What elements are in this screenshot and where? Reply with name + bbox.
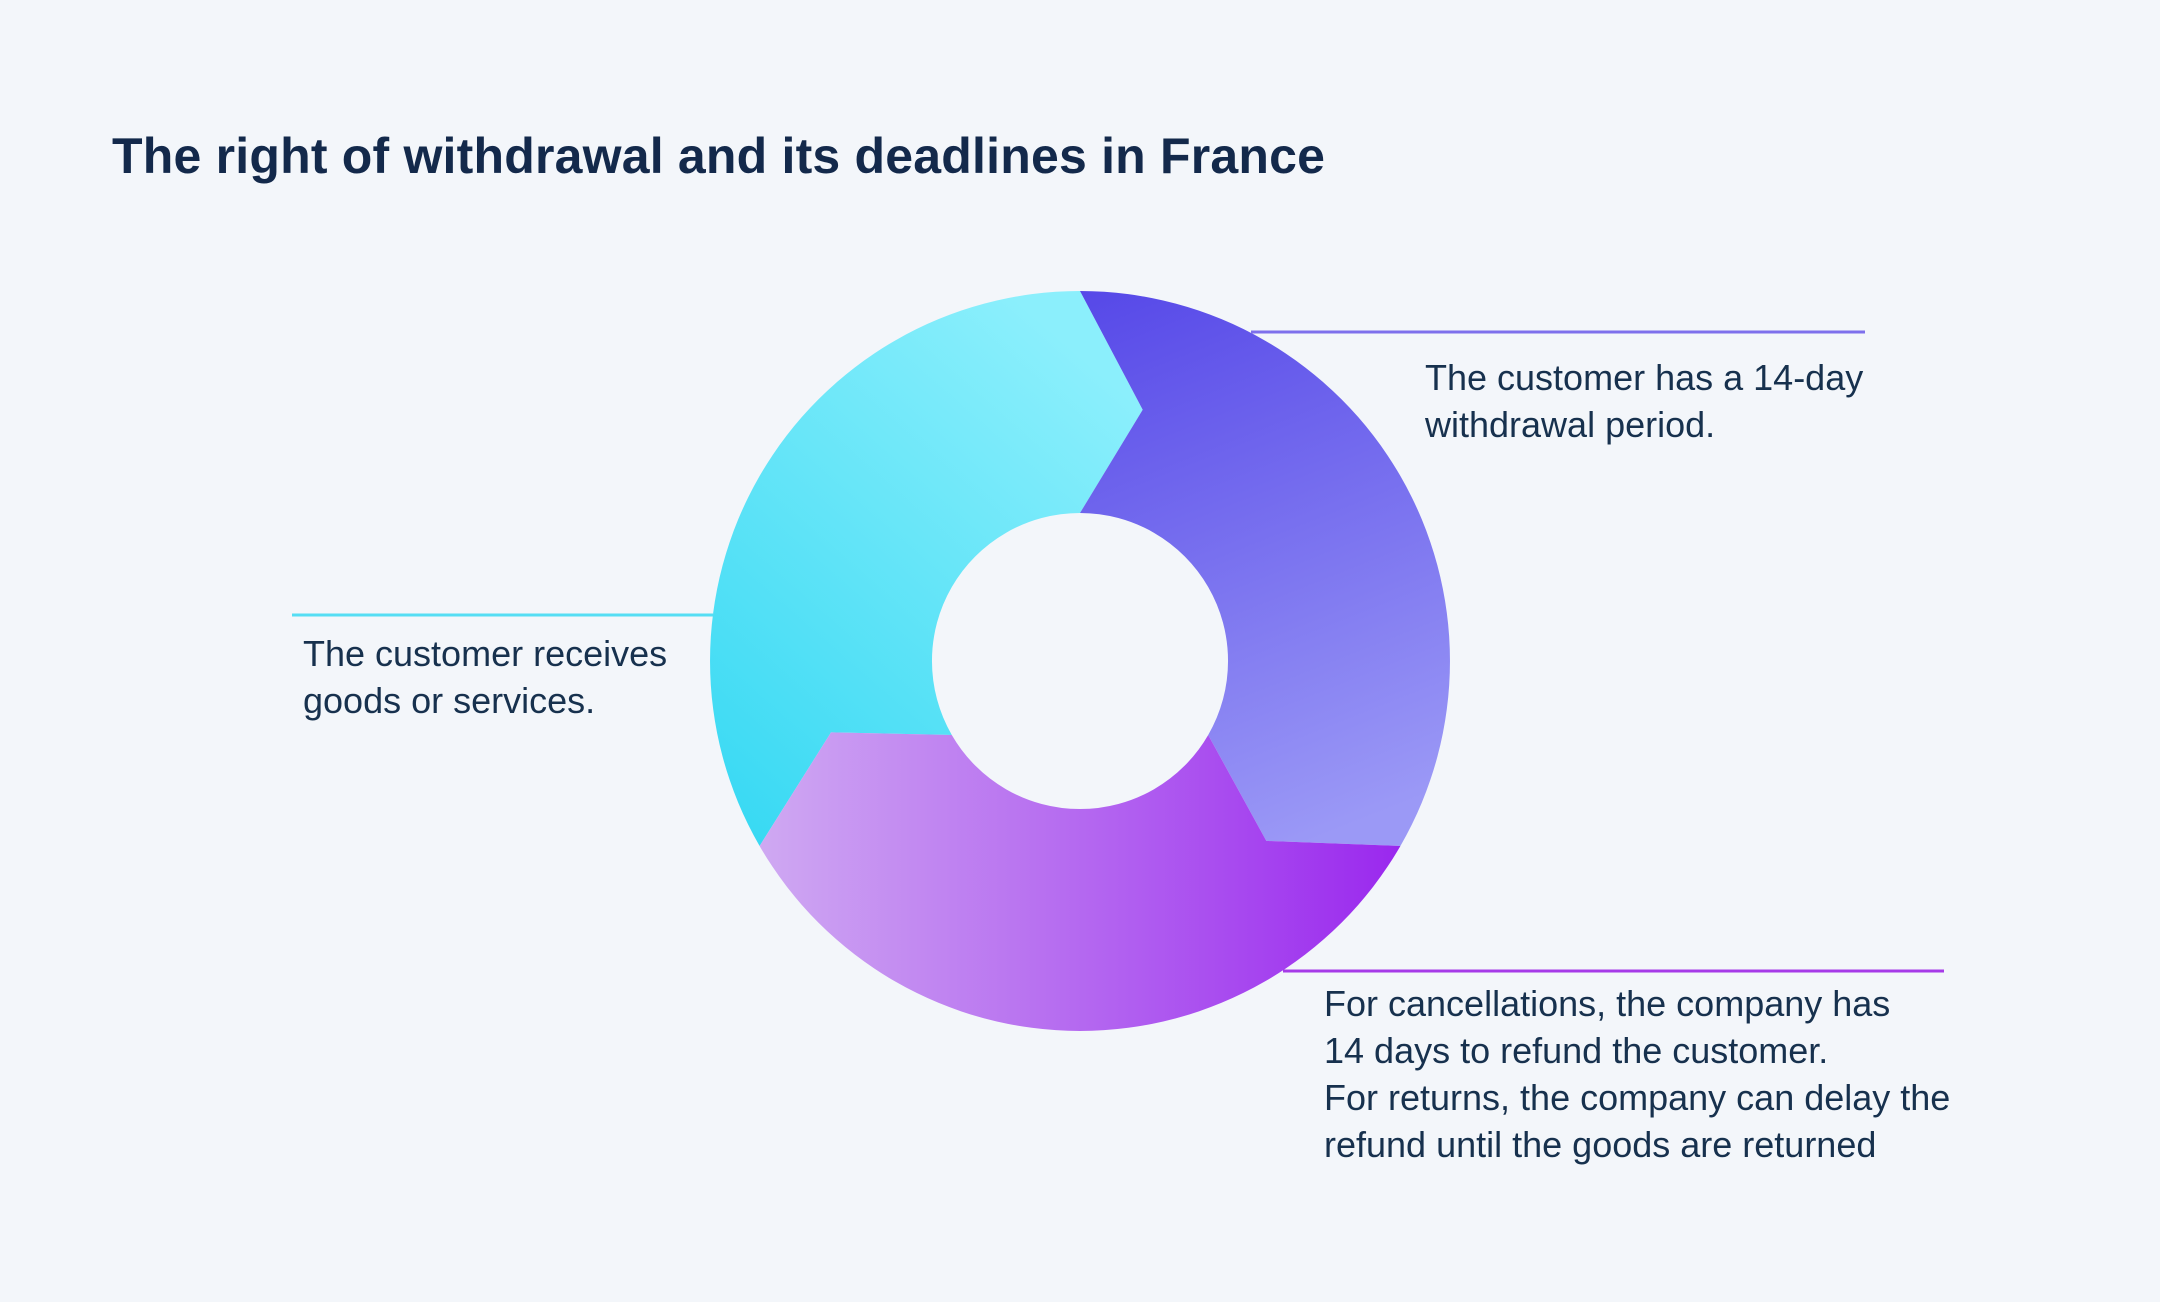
page-title: The right of withdrawal and its deadline…	[112, 127, 1326, 184]
segment-refund-deadlines	[759, 732, 1401, 1031]
segment-withdrawal-period	[1080, 291, 1450, 846]
step-label-receive-goods: The customer receives goods or services.	[303, 633, 668, 721]
segment-receive-goods	[710, 291, 1143, 846]
step-label-refund-deadlines: For cancellations, the company has 14 da…	[1324, 983, 1951, 1165]
step-label-withdrawal-period: The customer has a 14-day withdrawal per…	[1425, 357, 1864, 445]
